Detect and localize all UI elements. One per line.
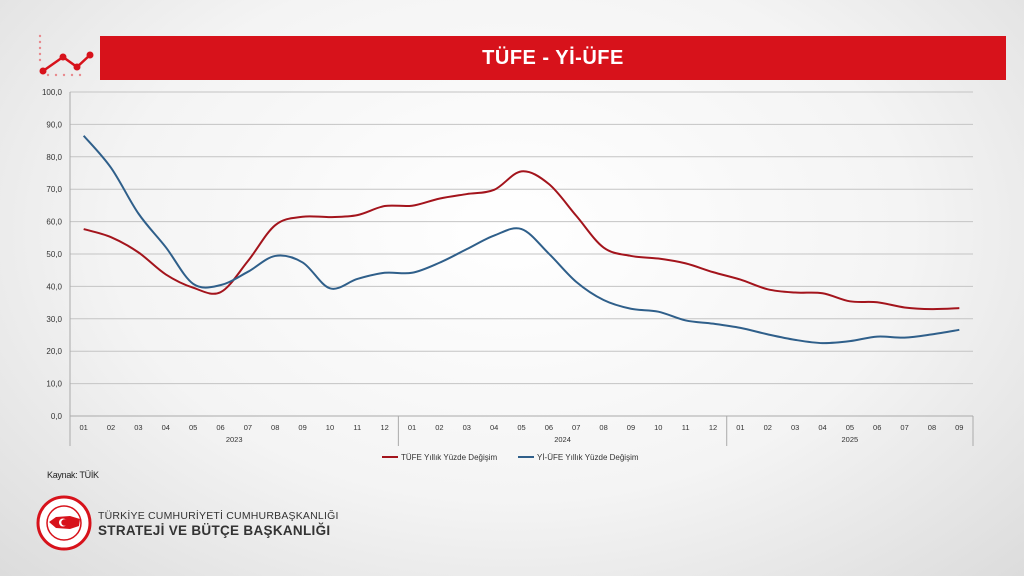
y-tick-label: 100,0: [42, 88, 63, 97]
y-tick-label: 40,0: [46, 282, 62, 291]
x-tick-label: 03: [791, 423, 799, 432]
y-tick-label: 70,0: [46, 185, 62, 194]
x-tick-label: 05: [517, 423, 525, 432]
organization-name: TÜRKİYE CUMHURİYETİ CUMHURBAŞKANLIĞI STR…: [98, 510, 339, 538]
sbb-seal-logo: [36, 495, 92, 556]
x-tick-label: 06: [545, 423, 553, 432]
line-chart: 0,0 10,0 20,0 30,0 40,0 50,0 60,0 70,0 80,0 90,0 1…: [42, 88, 974, 462]
y-tick-label: 20,0: [46, 347, 62, 356]
series-line-tufe: [83, 170, 960, 311]
x-tick-label: 04: [490, 423, 498, 432]
x-tick-label: 12: [381, 423, 389, 432]
y-tick-label: 90,0: [46, 120, 62, 129]
x-tick-label: 03: [463, 423, 471, 432]
title-bar: TÜFE - Yİ-ÜFE: [100, 36, 1006, 80]
x-tick-label: 10: [654, 423, 662, 432]
x-tick-label: 03: [134, 423, 142, 432]
legend-label: Yİ-ÜFE Yıllık Yüzde Değişim: [537, 453, 639, 462]
x-tick-label: 09: [627, 423, 635, 432]
x-group-label: 2024: [554, 435, 571, 444]
y-tick-label: 10,0: [46, 380, 62, 389]
x-tick-label: 08: [928, 423, 936, 432]
x-tick-label: 09: [955, 423, 963, 432]
x-tick-label: 09: [298, 423, 306, 432]
y-tick-label: 30,0: [46, 315, 62, 324]
x-tick-label: 11: [353, 423, 361, 432]
x-tick-label: 01: [408, 423, 416, 432]
x-tick-label: 07: [900, 423, 908, 432]
x-tick-label: 12: [709, 423, 717, 432]
x-group-label: 2023: [226, 435, 243, 444]
x-tick-label: 07: [572, 423, 580, 432]
x-tick-label: 01: [80, 423, 88, 432]
x-tick-label: 10: [326, 423, 334, 432]
x-tick-label: 05: [846, 423, 854, 432]
x-tick-label: 06: [873, 423, 881, 432]
org-line1: TÜRKİYE CUMHURİYETİ CUMHURBAŞKANLIĞI: [98, 510, 339, 522]
x-tick-label: 02: [764, 423, 772, 432]
legend-label: TÜFE Yıllık Yüzde Değişim: [401, 453, 498, 462]
y-tick-label: 60,0: [46, 218, 62, 227]
x-tick-label: 07: [244, 423, 252, 432]
y-tick-label: 50,0: [46, 250, 62, 259]
x-tick-label: 01: [736, 423, 744, 432]
x-tick-label: 04: [162, 423, 170, 432]
source-note: Kaynak: TÜİK: [47, 470, 99, 480]
page-title: TÜFE - Yİ-ÜFE: [482, 46, 624, 69]
x-tick-label: 08: [599, 423, 607, 432]
x-tick-label: 02: [435, 423, 443, 432]
org-line2: STRATEJİ VE BÜTÇE BAŞKANLIĞI: [98, 523, 331, 538]
x-tick-label: 11: [682, 423, 690, 432]
x-tick-label: 02: [107, 423, 115, 432]
x-tick-label: 05: [189, 423, 197, 432]
y-tick-label: 80,0: [46, 153, 62, 162]
y-tick-label: 0,0: [51, 412, 63, 421]
x-tick-label: 08: [271, 423, 279, 432]
line-chart-icon: [34, 32, 98, 83]
x-group-label: 2025: [842, 435, 859, 444]
x-tick-label: 04: [818, 423, 826, 432]
series-line-yiufe: [82, 135, 960, 345]
x-tick-label: 06: [216, 423, 224, 432]
